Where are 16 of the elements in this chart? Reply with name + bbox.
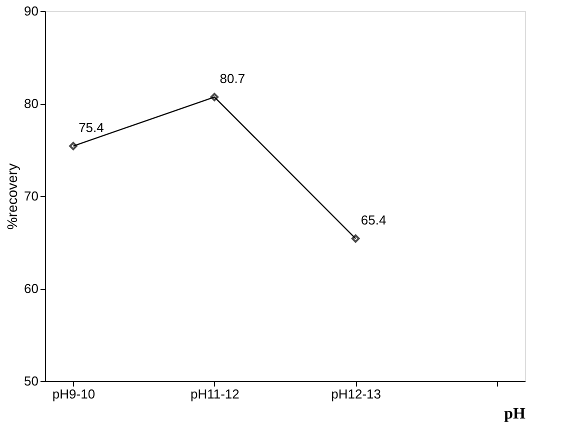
x-tick-label: pH9-10 [52, 386, 96, 402]
y-tick-label: 50 [24, 374, 38, 388]
data-label: 75.4 [78, 120, 104, 136]
x-tick-label: pH12-13 [331, 386, 382, 402]
y-tick-label: 60 [24, 281, 38, 296]
point [210, 92, 219, 102]
x-tick-label: pH11-12 [190, 386, 240, 402]
y-tick-label: 90 [24, 4, 38, 18]
x-axis-title: pH [504, 406, 526, 422]
y-axis-title: %recovery [4, 163, 20, 230]
data-label: 80.7 [220, 71, 246, 86]
data-label: 65.4 [360, 212, 386, 228]
y-tick-label: 80 [24, 96, 38, 111]
point [351, 234, 360, 243]
point [69, 142, 78, 150]
y-tick-label: 70 [24, 188, 38, 204]
